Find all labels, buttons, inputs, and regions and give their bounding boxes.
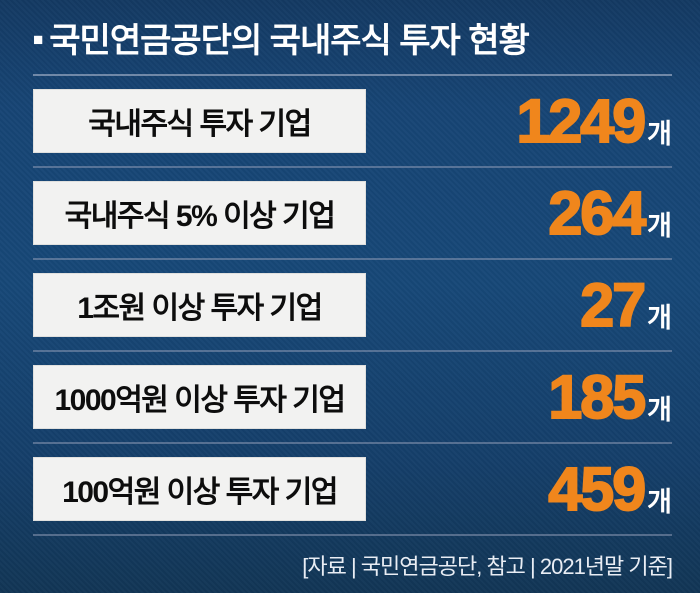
row-value-unit: 개 — [647, 486, 672, 517]
row-label-box: 1조원 이상 투자 기업 — [33, 273, 366, 337]
table-row: 국내주식 투자 기업 1249 개 — [33, 76, 672, 168]
row-value-number: 27 — [579, 270, 647, 339]
row-label-box: 100억원 이상 투자 기업 — [33, 457, 366, 521]
table-row: 1000억원 이상 투자 기업 185 개 — [33, 352, 672, 444]
row-value: 27 개 — [579, 270, 672, 339]
row-label: 1조원 이상 투자 기업 — [77, 292, 323, 325]
row-value: 185 개 — [547, 362, 672, 431]
square-bullet-icon: ■ — [33, 29, 44, 49]
row-value: 459 개 — [547, 454, 672, 523]
row-value-number: 185 — [547, 362, 647, 431]
table-row: 국내주식 5% 이상 기업 264 개 — [33, 168, 672, 260]
row-value-unit: 개 — [647, 394, 672, 425]
row-value: 1249 개 — [515, 86, 672, 155]
row-label-box: 1000억원 이상 투자 기업 — [33, 365, 366, 429]
footer: [자료 | 국민연금공단, 참고 | 2021년말 기준] — [33, 536, 673, 593]
row-value-unit: 개 — [647, 118, 672, 149]
title-bar: ■ 국민연금공단의 국내주식 투자 현황 — [33, 0, 672, 76]
row-label-box: 국내주식 투자 기업 — [33, 89, 366, 153]
row-value-unit: 개 — [647, 210, 672, 241]
row-label: 1000억원 이상 투자 기업 — [54, 384, 346, 417]
row-value-unit: 개 — [647, 302, 672, 333]
row-label: 국내주식 투자 기업 — [88, 108, 312, 141]
row-value-number: 459 — [547, 454, 647, 523]
row-value-number: 264 — [547, 178, 647, 247]
page-title: 국민연금공단의 국내주식 투자 현황 — [49, 21, 530, 60]
table-row: 100억원 이상 투자 기업 459 개 — [33, 444, 672, 536]
row-label: 100억원 이상 투자 기업 — [62, 476, 338, 509]
row-value-number: 1249 — [515, 86, 647, 155]
source-note: [자료 | 국민연금공단, 참고 | 2021년말 기준] — [302, 553, 673, 579]
table-row: 1조원 이상 투자 기업 27 개 — [33, 260, 672, 352]
row-label: 국내주식 5% 이상 기업 — [64, 200, 336, 233]
row-label-box: 국내주식 5% 이상 기업 — [33, 181, 366, 245]
row-value: 264 개 — [547, 178, 672, 247]
